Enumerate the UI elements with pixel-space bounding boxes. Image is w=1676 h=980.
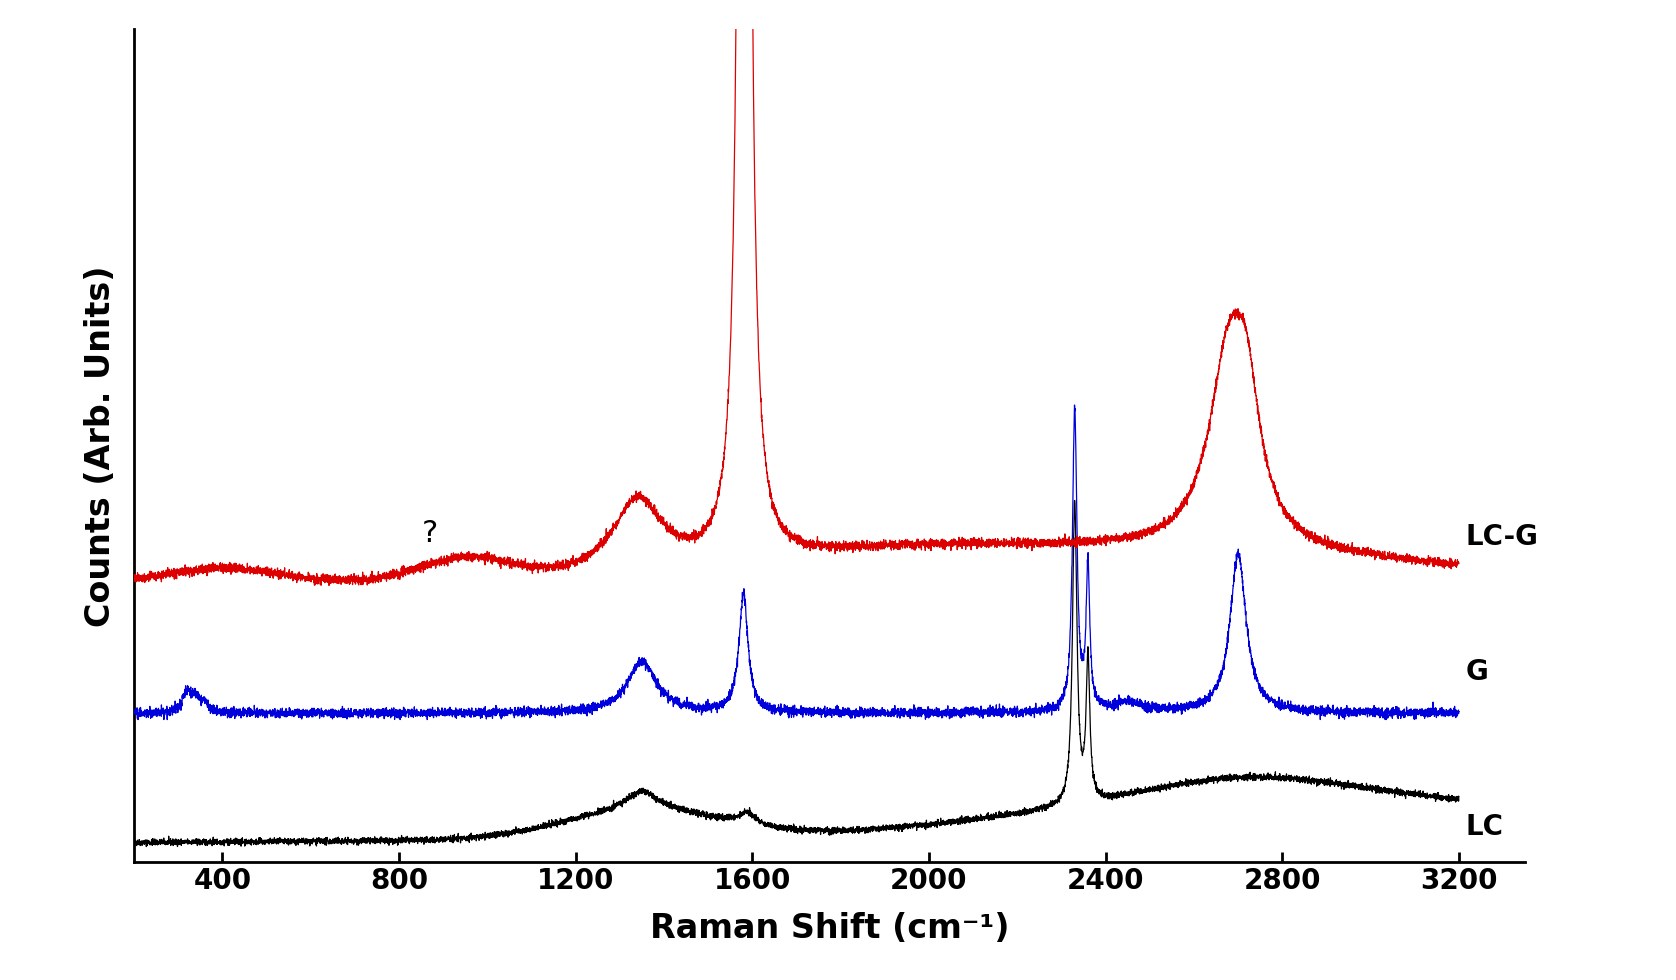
Text: LC-G: LC-G <box>1465 523 1539 551</box>
Text: ?: ? <box>422 518 437 548</box>
X-axis label: Raman Shift (cm⁻¹): Raman Shift (cm⁻¹) <box>650 912 1009 945</box>
Y-axis label: Counts (Arb. Units): Counts (Arb. Units) <box>84 266 117 626</box>
Text: LC: LC <box>1465 812 1503 841</box>
Text: G: G <box>1465 658 1488 686</box>
